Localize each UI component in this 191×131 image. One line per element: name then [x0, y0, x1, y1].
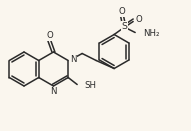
- Text: N: N: [70, 55, 77, 64]
- Text: S: S: [121, 22, 127, 31]
- Text: SH: SH: [84, 81, 96, 90]
- Text: O: O: [119, 7, 125, 16]
- Text: N: N: [50, 88, 57, 97]
- Text: O: O: [136, 15, 142, 24]
- Text: NH₂: NH₂: [143, 29, 160, 38]
- Text: O: O: [46, 31, 53, 40]
